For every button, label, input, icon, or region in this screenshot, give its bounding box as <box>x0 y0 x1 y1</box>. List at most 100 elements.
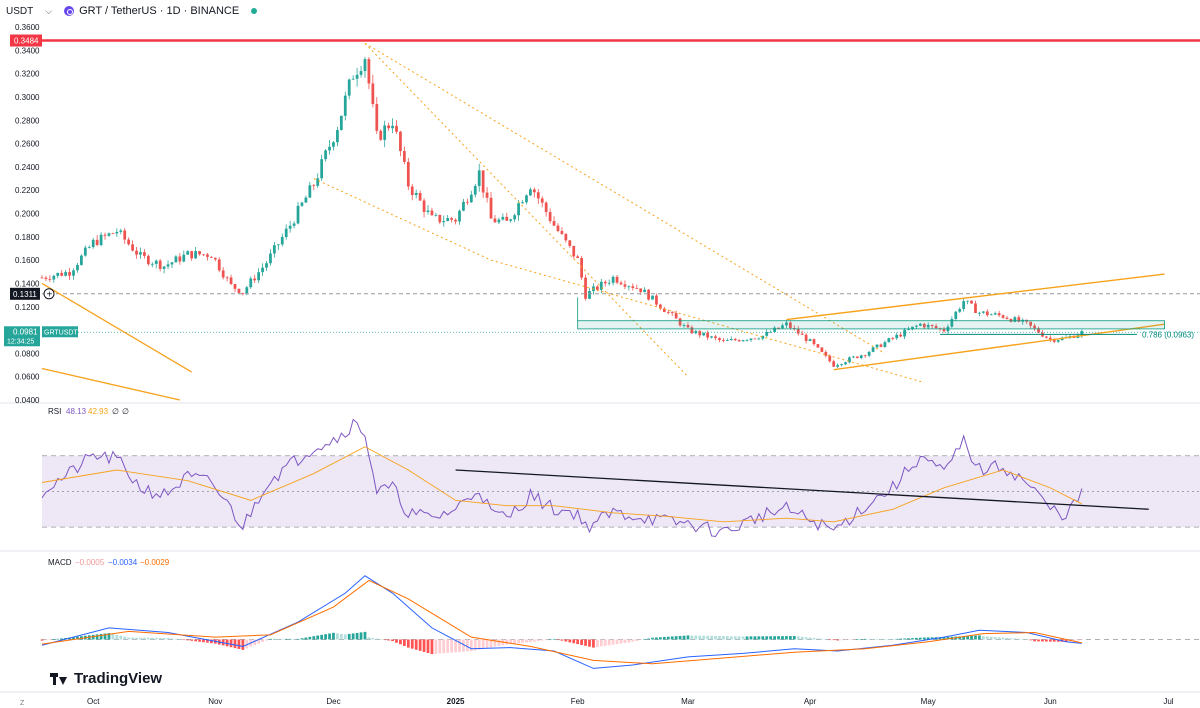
candle[interactable] <box>603 281 607 284</box>
candle[interactable] <box>249 278 253 288</box>
candle[interactable] <box>887 338 891 343</box>
candle[interactable] <box>209 256 213 258</box>
candle[interactable] <box>690 327 694 334</box>
candle[interactable] <box>576 256 580 259</box>
candle[interactable] <box>336 130 339 143</box>
candle[interactable] <box>635 288 639 289</box>
channel-line-lower[interactable] <box>313 178 492 261</box>
candle[interactable] <box>489 197 493 219</box>
candle[interactable] <box>572 245 576 257</box>
candle[interactable] <box>989 314 993 316</box>
candle[interactable] <box>1080 331 1084 336</box>
candle[interactable] <box>588 291 591 299</box>
candle[interactable] <box>190 251 194 259</box>
candle[interactable] <box>958 309 962 312</box>
candle[interactable] <box>127 239 131 245</box>
candle[interactable] <box>859 355 863 358</box>
candle[interactable] <box>655 295 658 305</box>
candle[interactable] <box>426 210 430 212</box>
candle[interactable] <box>694 330 698 334</box>
candle[interactable] <box>154 260 158 264</box>
channel-line-lower[interactable] <box>490 259 925 383</box>
candle[interactable] <box>1048 337 1052 340</box>
candle[interactable] <box>343 95 347 116</box>
candle[interactable] <box>391 125 394 129</box>
candle[interactable] <box>198 251 201 255</box>
candle[interactable] <box>800 333 804 335</box>
add-alert-button[interactable] <box>43 288 55 300</box>
candle[interactable] <box>844 362 847 365</box>
candle[interactable] <box>714 336 717 339</box>
candle[interactable] <box>970 300 973 304</box>
candle[interactable] <box>111 233 115 235</box>
candle[interactable] <box>536 192 540 199</box>
rsi-trendline[interactable] <box>455 469 1149 510</box>
candle[interactable] <box>213 257 217 260</box>
candle[interactable] <box>139 252 142 255</box>
candle[interactable] <box>150 263 154 265</box>
candle[interactable] <box>68 272 71 276</box>
candle[interactable] <box>434 214 438 216</box>
candle[interactable] <box>257 272 261 281</box>
candle[interactable] <box>804 334 808 341</box>
candle[interactable] <box>241 292 245 294</box>
chevron-down-icon[interactable]: ⌵ <box>45 5 53 16</box>
candle[interactable] <box>934 326 938 329</box>
candle[interactable] <box>505 216 509 221</box>
candle[interactable] <box>501 216 505 220</box>
candle[interactable] <box>351 78 355 80</box>
candle[interactable] <box>879 344 883 347</box>
candle[interactable] <box>158 260 162 269</box>
candle[interactable] <box>438 214 442 223</box>
candle[interactable] <box>828 355 832 362</box>
candle[interactable] <box>915 325 918 327</box>
candle[interactable] <box>387 125 390 129</box>
candle[interactable] <box>1033 325 1036 329</box>
candle[interactable] <box>560 231 564 234</box>
candle[interactable] <box>119 230 123 232</box>
candle[interactable] <box>686 325 690 328</box>
candle[interactable] <box>682 325 686 326</box>
candle[interactable] <box>584 277 587 299</box>
candle[interactable] <box>525 195 528 203</box>
candle[interactable] <box>836 365 840 367</box>
candle[interactable] <box>245 287 249 294</box>
candle[interactable] <box>599 281 603 290</box>
candle[interactable] <box>477 170 481 186</box>
candle[interactable] <box>954 311 958 320</box>
rsi-ma-line[interactable] <box>41 446 1083 523</box>
candle[interactable] <box>840 364 843 366</box>
candle[interactable] <box>115 231 119 234</box>
candle[interactable] <box>556 225 560 232</box>
candle[interactable] <box>942 328 946 332</box>
candle[interactable] <box>785 322 788 326</box>
candle[interactable] <box>741 340 745 342</box>
candle[interactable] <box>359 71 363 75</box>
candle[interactable] <box>273 245 276 254</box>
candle[interactable] <box>473 185 477 195</box>
candle[interactable] <box>422 200 426 212</box>
candle[interactable] <box>1037 328 1040 333</box>
candle[interactable] <box>820 347 824 352</box>
candle[interactable] <box>143 252 146 256</box>
candle[interactable] <box>631 286 635 289</box>
candle[interactable] <box>674 313 678 319</box>
candle[interactable] <box>64 272 68 276</box>
candle[interactable] <box>60 272 64 276</box>
candle[interactable] <box>178 256 182 262</box>
trendline-drawing[interactable] <box>41 367 181 401</box>
candle[interactable] <box>580 258 583 278</box>
candle[interactable] <box>769 331 773 333</box>
candle[interactable] <box>485 192 489 198</box>
candle[interactable] <box>367 59 371 84</box>
candle[interactable] <box>182 254 186 262</box>
candle[interactable] <box>852 356 855 358</box>
candle[interactable] <box>899 334 903 337</box>
rsi-line[interactable] <box>41 418 1083 538</box>
currency-unit[interactable]: USDT <box>6 5 34 17</box>
candle[interactable] <box>328 146 331 151</box>
candle[interactable] <box>170 262 174 265</box>
candle[interactable] <box>410 186 414 196</box>
candle[interactable] <box>647 289 650 300</box>
candle[interactable] <box>1056 340 1060 342</box>
